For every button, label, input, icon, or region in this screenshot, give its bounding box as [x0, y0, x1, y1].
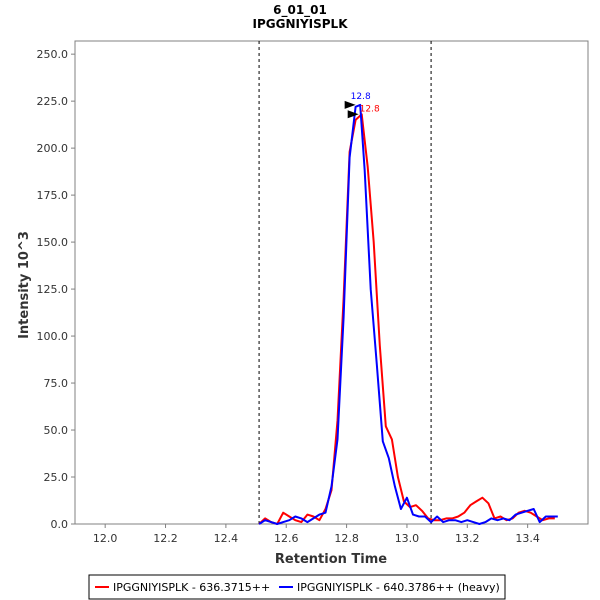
- y-tick-label: 250.0: [37, 48, 69, 61]
- y-axis-title: Intensity 10^3: [17, 231, 32, 339]
- x-tick-label: 12.8: [334, 532, 359, 545]
- y-tick-label: 150.0: [37, 236, 69, 249]
- peak-arrow: [347, 110, 359, 119]
- integration-boundaries: [258, 41, 432, 524]
- y-tick-label: 75.0: [44, 377, 69, 390]
- legend: IPGGNIYISPLK - 636.3715++ IPGGNIYISPLK - …: [88, 574, 506, 600]
- series-line-heavy: [258, 103, 558, 525]
- y-tick-label: 0.0: [51, 518, 69, 531]
- x-axis-title: Retention Time: [275, 552, 387, 567]
- y-tick-label: 25.0: [44, 471, 69, 484]
- x-tick-label: 13.4: [515, 532, 540, 545]
- y-tick-label: 50.0: [44, 424, 69, 437]
- chart-title: 6_01_01: [273, 3, 327, 18]
- x-axis-ticks: 12.0 12.2 12.4 12.6 12.8 13.0 13.2 13.4: [93, 524, 540, 545]
- x-tick-label: 13.2: [455, 532, 480, 545]
- peak-label: 12.8: [351, 92, 371, 102]
- legend-entry: IPGGNIYISPLK - 640.3786++ (heavy): [297, 581, 500, 594]
- peak-label: 12.8: [360, 104, 380, 114]
- x-tick-label: 13.0: [395, 532, 420, 545]
- legend-entry: IPGGNIYISPLK - 636.3715++: [113, 581, 270, 594]
- y-tick-label: 200.0: [37, 142, 69, 155]
- plot-area: [74, 40, 589, 525]
- y-axis-ticks: 0.0 25.0 50.0 75.0 100.0 125.0 150.0 175.0 200.0…: [37, 48, 75, 531]
- y-tick-label: 225.0: [37, 95, 69, 108]
- y-tick-label: 175.0: [37, 189, 69, 202]
- y-tick-label: 100.0: [37, 330, 69, 343]
- y-tick-label: 125.0: [37, 283, 69, 296]
- series-lines: [258, 103, 558, 525]
- peak-arrow: [344, 100, 356, 109]
- x-tick-label: 12.2: [153, 532, 178, 545]
- chart-subtitle: IPGGNIYISPLK: [252, 17, 348, 31]
- x-tick-label: 12.0: [93, 532, 118, 545]
- legend-box: [88, 574, 506, 600]
- x-tick-label: 12.6: [274, 532, 299, 545]
- x-tick-label: 12.4: [214, 532, 239, 545]
- peak-markers: 12.8 12.8: [344, 92, 380, 119]
